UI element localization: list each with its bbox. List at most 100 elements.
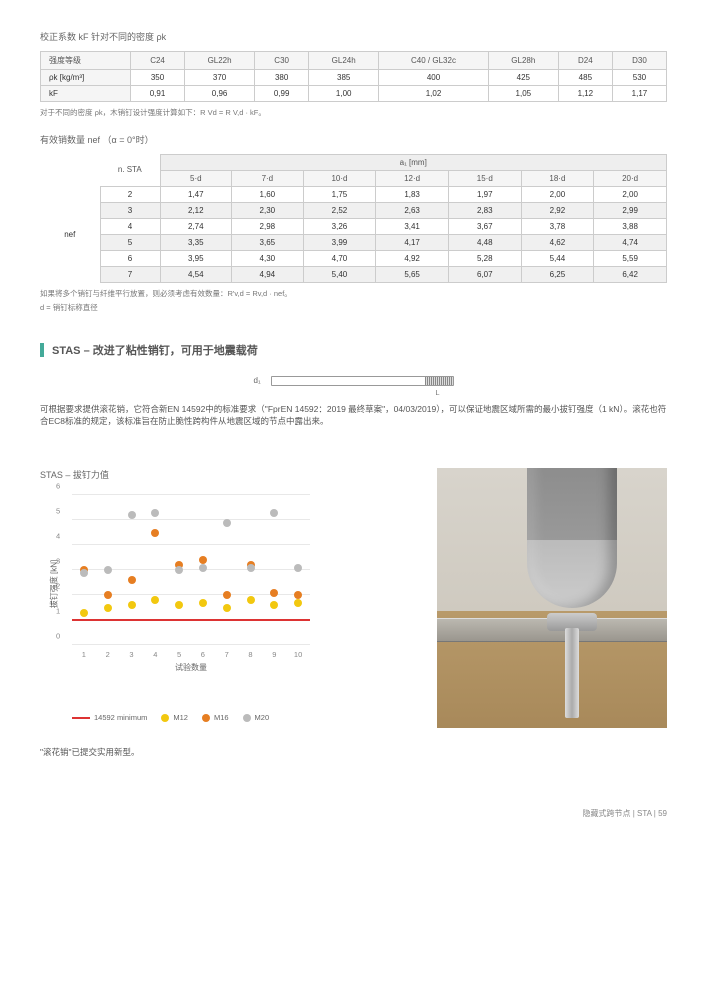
table2-cell: 4,17: [376, 234, 449, 250]
legend-swatch-icon: [72, 717, 90, 719]
legend-label: M20: [255, 713, 270, 722]
x-tick: 1: [82, 650, 86, 659]
L-label: L: [254, 388, 454, 397]
data-point: [294, 591, 302, 599]
table2-cell: 3,95: [160, 250, 232, 266]
legend-label: M12: [173, 713, 188, 722]
legend-item: M16: [202, 713, 229, 722]
table2-cell: 2,00: [521, 186, 594, 202]
heading-accent-icon: [40, 343, 44, 357]
table2-cell: 4,48: [448, 234, 521, 250]
table2-cell: 2,52: [303, 202, 376, 218]
data-point: [151, 596, 159, 604]
legend-swatch-icon: [243, 714, 251, 722]
table2-cell: 4,30: [232, 250, 304, 266]
legend-label: 14592 minimum: [94, 713, 147, 722]
table1-cell: 1,02: [379, 86, 489, 102]
table2-cell: 5,59: [594, 250, 667, 266]
table2-cell: 6,07: [448, 266, 521, 282]
heading-text: STAS – 改进了粘性销钉，可用于地震载荷: [52, 342, 258, 358]
y-tick: 3: [56, 557, 60, 566]
bolt-diagram: d₁ L: [254, 376, 454, 397]
x-tick: 3: [129, 650, 133, 659]
table2-cell: 1,47: [160, 186, 232, 202]
table2-cell: 6,25: [521, 266, 594, 282]
x-tick: 8: [248, 650, 252, 659]
x-tick: 7: [225, 650, 229, 659]
table2-cell: 2,92: [521, 202, 594, 218]
table2-col: 18·d: [521, 170, 594, 186]
data-point: [128, 511, 136, 519]
page-footer: 隐藏式跨节点 | STA | 59: [40, 808, 667, 819]
table2-cell: 5,65: [376, 266, 449, 282]
data-point: [270, 601, 278, 609]
table1-col-8: D30: [612, 52, 666, 70]
table1-cell: 1,00: [309, 86, 379, 102]
chart-title: STAS – 拔钉力值: [40, 468, 419, 481]
photo-bit: [565, 628, 579, 718]
table2-col: 10·d: [303, 170, 376, 186]
table2-n: 3: [100, 202, 160, 218]
table2-cell: 4,62: [521, 234, 594, 250]
bottom-caption: "滚花销"已提交实用新型。: [40, 746, 667, 758]
table2-cell: 1,60: [232, 186, 304, 202]
table1-col-1: C24: [131, 52, 185, 70]
table2-cell: 3,35: [160, 234, 232, 250]
bolt-thread-icon: [425, 377, 453, 385]
table2-n: 6: [100, 250, 160, 266]
table2-n: 2: [100, 186, 160, 202]
table2-cell: 6,42: [594, 266, 667, 282]
table1-cell: 0,99: [255, 86, 309, 102]
data-point: [151, 509, 159, 517]
table2-note1: 如果将多个销钉与纤维平行放置，则必须考虑有效数量：R'v,d = Rv,d · …: [40, 289, 667, 300]
correction-factor-table: 强度等级C24GL22hC30GL24hC40 / GL32cGL28hD24D…: [40, 51, 667, 102]
data-point: [128, 601, 136, 609]
y-tick: 2: [56, 582, 60, 591]
y-tick: 6: [56, 482, 60, 491]
table2-cell: 2,12: [160, 202, 232, 218]
data-point: [223, 604, 231, 612]
table2-col: 12·d: [376, 170, 449, 186]
table2-cell: 3,78: [521, 218, 594, 234]
table2-n: 4: [100, 218, 160, 234]
x-tick: 9: [272, 650, 276, 659]
legend-item: 14592 minimum: [72, 713, 147, 722]
section-heading: STAS – 改进了粘性销钉，可用于地震载荷: [40, 342, 667, 358]
table1-cell: 0,91: [131, 86, 185, 102]
table2-note2: d = 销钉标称直径: [40, 303, 667, 314]
table2-cell: 4,54: [160, 266, 232, 282]
table2-caption: 有效销数量 nef （α = 0°时）: [40, 133, 667, 146]
table2-cell: 2,98: [232, 218, 304, 234]
table1-cell: 380: [255, 70, 309, 86]
table2-cell: 1,97: [448, 186, 521, 202]
legend-item: M20: [243, 713, 270, 722]
photo-drill-body: [527, 468, 617, 608]
data-point: [104, 566, 112, 574]
min-line: [72, 619, 310, 621]
effective-number-table: n. STA a₁ [mm] 5·d7·d10·d12·d15·d18·d20·…: [40, 154, 667, 283]
table2-col: 7·d: [232, 170, 304, 186]
bolt-body-icon: [271, 376, 454, 386]
x-tick: 4: [153, 650, 157, 659]
x-tick: 10: [294, 650, 302, 659]
x-tick: 5: [177, 650, 181, 659]
data-point: [199, 599, 207, 607]
y-tick: 1: [56, 607, 60, 616]
table1-col-7: D24: [558, 52, 612, 70]
table1-cell: 350: [131, 70, 185, 86]
data-point: [294, 564, 302, 572]
y-tick: 5: [56, 507, 60, 516]
table1-col-5: C40 / GL32c: [379, 52, 489, 70]
data-point: [270, 589, 278, 597]
data-point: [104, 604, 112, 612]
table2-cell: 4,70: [303, 250, 376, 266]
table1-col-4: GL24h: [309, 52, 379, 70]
d1-label: d₁: [254, 376, 261, 385]
table1-cell: 530: [612, 70, 666, 86]
section-body: 可根据要求提供滚花销，它符合新EN 14592中的标准要求（"FprEN 145…: [40, 403, 667, 429]
data-point: [151, 529, 159, 537]
data-point: [175, 601, 183, 609]
table1-col-2: GL22h: [185, 52, 255, 70]
data-point: [104, 591, 112, 599]
drill-photo: [437, 468, 667, 728]
